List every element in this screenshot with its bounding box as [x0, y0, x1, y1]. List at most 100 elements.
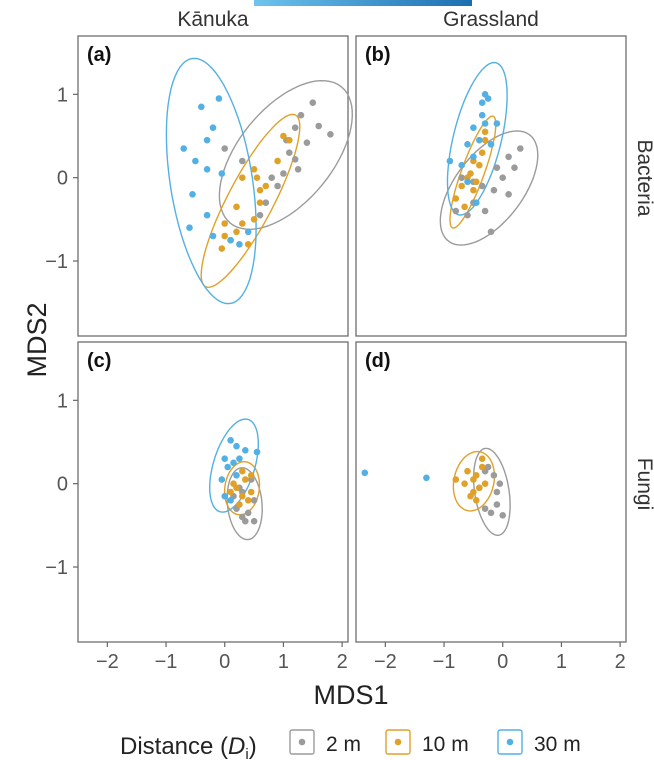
point-2-m	[262, 199, 270, 206]
ellipse-10-m	[223, 461, 261, 516]
point-10-m	[481, 128, 489, 136]
panel-label: (d)	[365, 350, 391, 372]
point-10-m	[227, 488, 234, 496]
point-2-m	[464, 211, 471, 219]
point-30-m	[192, 157, 199, 165]
point-2-m	[452, 207, 460, 215]
point-10-m	[274, 157, 281, 165]
point-30-m	[464, 178, 471, 186]
ellipse-10-m	[452, 450, 496, 512]
x-tick-label: 2	[337, 651, 348, 673]
panel-c: (c) −1 0 1 −2 −1 0 1 2	[45, 341, 349, 673]
row-strip-fungi: Fungi	[633, 458, 654, 511]
point-10-m	[218, 245, 226, 252]
x-tick-label: 1	[556, 651, 567, 673]
point-30-m	[446, 157, 454, 165]
point-2-m	[294, 166, 302, 173]
legend-title: Distance (Di)	[120, 733, 257, 760]
point-10-m	[452, 195, 460, 202]
point-30-m	[203, 211, 211, 219]
y-tick-label: 1	[57, 84, 68, 106]
point-30-m	[473, 199, 480, 206]
point-10-m	[452, 476, 460, 483]
ellipse-2-m	[226, 467, 263, 541]
point-2-m	[274, 182, 281, 190]
point-30-m	[470, 124, 477, 131]
point-30-m	[198, 103, 205, 111]
x-tick-label: 0	[497, 651, 508, 673]
x-axis-label: MDS1	[313, 680, 388, 710]
point-10-m	[286, 136, 293, 144]
point-2-m	[487, 509, 495, 517]
point-30-m	[186, 224, 193, 231]
x-tick-label: −2	[374, 651, 397, 673]
point-10-m	[242, 476, 249, 483]
point-10-m	[478, 149, 486, 156]
point-2-m	[499, 174, 507, 181]
point-30-m	[209, 232, 217, 240]
point-30-m	[236, 455, 243, 463]
point-30-m	[236, 241, 243, 248]
point-30-m	[221, 455, 228, 463]
point-10-m	[256, 199, 264, 206]
point-30-m	[233, 442, 240, 450]
point-2-m	[478, 182, 486, 190]
panel-grid: (a) −1 0 1 (b) (c) −1 0 1 −2 −1 0 1 2 (d) −2 −1 0 1 2	[45, 35, 627, 673]
y-tick-label: 0	[57, 168, 68, 190]
point-10-m	[280, 132, 287, 140]
column-strip-kanuka: Kānuka	[177, 8, 249, 31]
panel-a: (a) −1 0 1	[45, 35, 354, 337]
point-2-m	[505, 191, 512, 198]
point-30-m	[227, 437, 234, 444]
panel-label: (a)	[87, 44, 111, 66]
point-10-m	[247, 472, 255, 479]
legend-dot-10-m	[394, 738, 402, 746]
point-30-m	[242, 447, 249, 454]
row-strip-bacteria: Bacteria	[633, 139, 654, 216]
point-30-m	[189, 191, 196, 198]
point-10-m	[236, 501, 243, 508]
point-2-m	[484, 463, 492, 471]
point-2-m	[487, 228, 495, 236]
point-10-m	[478, 455, 486, 463]
column-strip-grassland: Grassland	[443, 8, 539, 31]
point-10-m	[239, 174, 246, 181]
point-10-m	[256, 186, 264, 194]
y-tick-label: −1	[45, 557, 68, 579]
point-10-m	[467, 492, 474, 500]
point-10-m	[233, 203, 240, 211]
point-10-m	[481, 136, 489, 144]
point-2-m	[303, 139, 311, 146]
point-10-m	[253, 174, 261, 181]
y-tick-label: 1	[57, 390, 68, 412]
point-10-m	[230, 480, 237, 488]
point-10-m	[470, 186, 477, 194]
point-2-m	[250, 497, 258, 504]
point-2-m	[286, 149, 293, 156]
point-10-m	[461, 203, 468, 211]
point-2-m	[244, 509, 252, 517]
point-30-m	[180, 145, 187, 152]
point-30-m	[493, 120, 501, 127]
point-10-m	[464, 467, 471, 475]
panel-label: (c)	[87, 350, 111, 372]
panel-d: (d) −2 −1 0 1 2	[355, 341, 627, 673]
point-10-m	[221, 232, 228, 240]
point-2-m	[490, 186, 498, 194]
point-30-m	[478, 99, 486, 106]
point-30-m	[230, 459, 237, 467]
legend-label-30-m: 30 m	[534, 733, 581, 756]
point-30-m	[218, 476, 226, 483]
point-30-m	[458, 161, 466, 169]
x-tick-label: 1	[278, 651, 289, 673]
ellipse-10-m	[449, 115, 497, 229]
legend-label-2-m: 2 m	[326, 733, 361, 756]
point-10-m	[239, 220, 246, 227]
x-tick-label: −1	[433, 651, 456, 673]
x-tick-label: 2	[615, 651, 626, 673]
point-30-m	[470, 153, 477, 161]
ellipse-2-m	[439, 130, 539, 246]
point-2-m	[291, 156, 299, 163]
panel-frame	[355, 35, 627, 337]
legend-items: 2 m 10 m 30 m	[289, 729, 581, 756]
